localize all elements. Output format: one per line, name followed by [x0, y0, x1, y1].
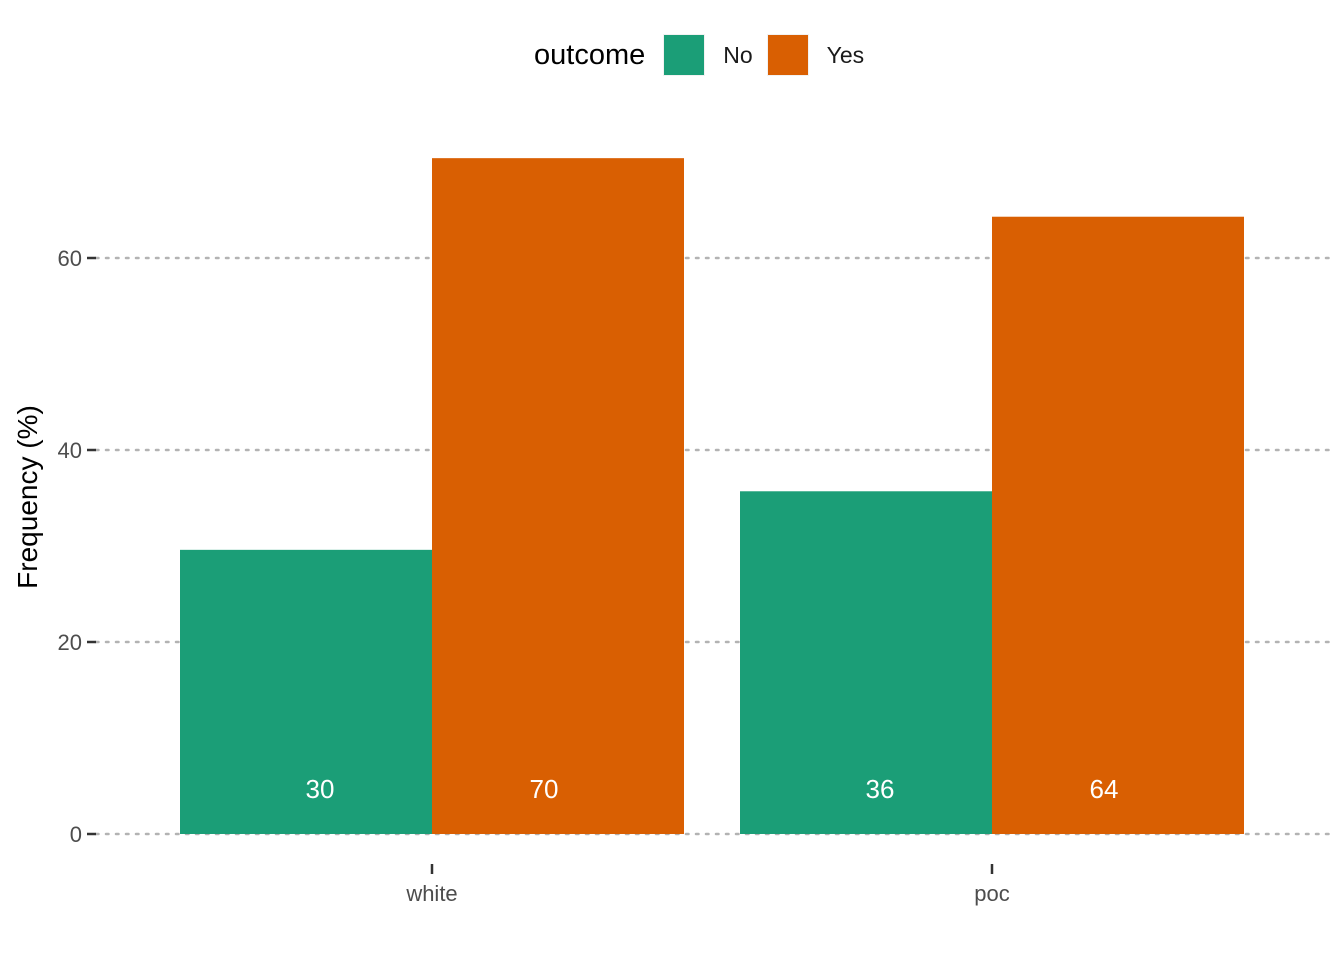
bars: 30 70 36 64 [180, 158, 1244, 835]
legend-title: outcome [534, 38, 646, 71]
legend-swatch-yes [766, 34, 809, 76]
x-tick-label: white [405, 881, 457, 906]
data-label: 30 [306, 774, 335, 804]
y-tick-label: 0 [70, 822, 82, 847]
bar-white-yes [432, 158, 684, 834]
bar-poc-yes [992, 216, 1244, 835]
data-label: 36 [866, 774, 895, 804]
legend-label-yes: Yes [826, 41, 865, 68]
legend-swatch-no [663, 34, 706, 76]
x-axis: white poc [405, 864, 1010, 906]
data-label: 64 [1090, 774, 1119, 804]
y-axis: 0 20 40 60 [58, 246, 96, 847]
y-tick-label: 60 [58, 246, 82, 271]
legend-item-no: No [663, 34, 753, 76]
data-label: 70 [530, 774, 559, 804]
bar-white-no [180, 549, 432, 834]
bar-poc-no [740, 491, 992, 834]
y-tick-label: 20 [58, 630, 82, 655]
legend: outcome No Yes [534, 34, 878, 76]
x-tick-label: poc [974, 881, 1009, 906]
legend-label-no: No [723, 41, 753, 68]
y-tick-label: 40 [58, 438, 82, 463]
legend-item-yes: Yes [766, 34, 865, 76]
